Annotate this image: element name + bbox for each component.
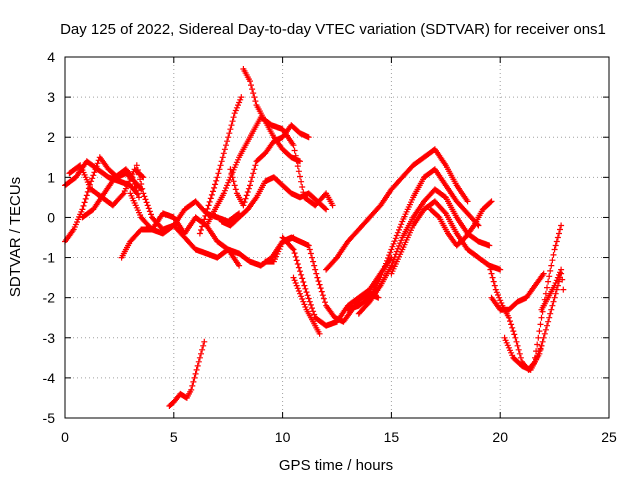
tick-layer bbox=[64, 56, 610, 419]
series-prn-t bbox=[388, 198, 504, 277]
series-markers bbox=[240, 66, 303, 165]
series-prn-q bbox=[323, 146, 471, 273]
grid-layer bbox=[65, 57, 609, 418]
series-prn-i bbox=[196, 94, 245, 237]
series-prn-l bbox=[218, 174, 330, 229]
y-tick-label: -1 bbox=[43, 250, 56, 266]
x-axis-label: GPS time / hours bbox=[279, 457, 393, 474]
x-tick-label: 10 bbox=[275, 429, 291, 445]
y-tick-label: 2 bbox=[47, 129, 55, 145]
series-prn-u bbox=[427, 198, 495, 249]
series-markers bbox=[538, 266, 567, 313]
series-markers bbox=[79, 166, 142, 221]
series-markers bbox=[488, 270, 547, 313]
series-markers bbox=[118, 210, 243, 269]
series-prn-z bbox=[538, 266, 567, 313]
series-prn-r bbox=[344, 166, 482, 313]
x-tick-label: 15 bbox=[384, 429, 400, 445]
series-prn-d bbox=[79, 166, 142, 221]
series-markers bbox=[227, 122, 312, 209]
series-markers bbox=[218, 174, 330, 229]
y-axis-label: SDTVAR / TECUs bbox=[7, 177, 24, 297]
series-prn-y bbox=[532, 222, 565, 361]
series-markers bbox=[323, 146, 471, 273]
series-markers bbox=[501, 270, 565, 373]
y-tick-label: -2 bbox=[43, 290, 56, 306]
x-tick-label: 0 bbox=[61, 429, 69, 445]
series-markers bbox=[166, 338, 208, 409]
series-prn-k bbox=[240, 66, 303, 165]
series-markers bbox=[532, 222, 565, 361]
series-prn-x bbox=[501, 270, 565, 373]
y-tick-label: -4 bbox=[43, 370, 56, 386]
x-tick-label: 20 bbox=[492, 429, 508, 445]
series-prn-p bbox=[290, 274, 323, 337]
series-prn-e bbox=[118, 210, 243, 269]
series-layer bbox=[62, 66, 567, 409]
x-tick-label: 25 bbox=[601, 429, 617, 445]
y-tick-label: -5 bbox=[43, 410, 56, 426]
series-markers bbox=[344, 166, 482, 313]
y-tick-label: 3 bbox=[47, 89, 55, 105]
y-tick-label: 4 bbox=[47, 49, 55, 65]
series-prn-s bbox=[355, 186, 493, 317]
tick-label-layer: 0 5 10 15 20 25 -5 -4 -3 -2 -1 0 1 2 3 4 bbox=[43, 49, 617, 445]
series-markers bbox=[290, 274, 323, 337]
y-tick-label: -3 bbox=[43, 330, 56, 346]
y-tick-label: 0 bbox=[47, 209, 55, 225]
plot-frame bbox=[64, 56, 610, 419]
series-markers bbox=[355, 186, 493, 317]
chart-title: Day 125 of 2022, Sidereal Day-to-day VTE… bbox=[60, 21, 606, 38]
series-markers bbox=[388, 198, 504, 277]
series-prn-m bbox=[166, 338, 208, 409]
series-prn-w bbox=[488, 270, 547, 313]
x-tick-label: 5 bbox=[170, 429, 178, 445]
y-tick-label: 1 bbox=[47, 169, 55, 185]
series-markers bbox=[196, 94, 245, 237]
series-prn-j bbox=[227, 122, 312, 209]
series-markers bbox=[427, 198, 495, 249]
